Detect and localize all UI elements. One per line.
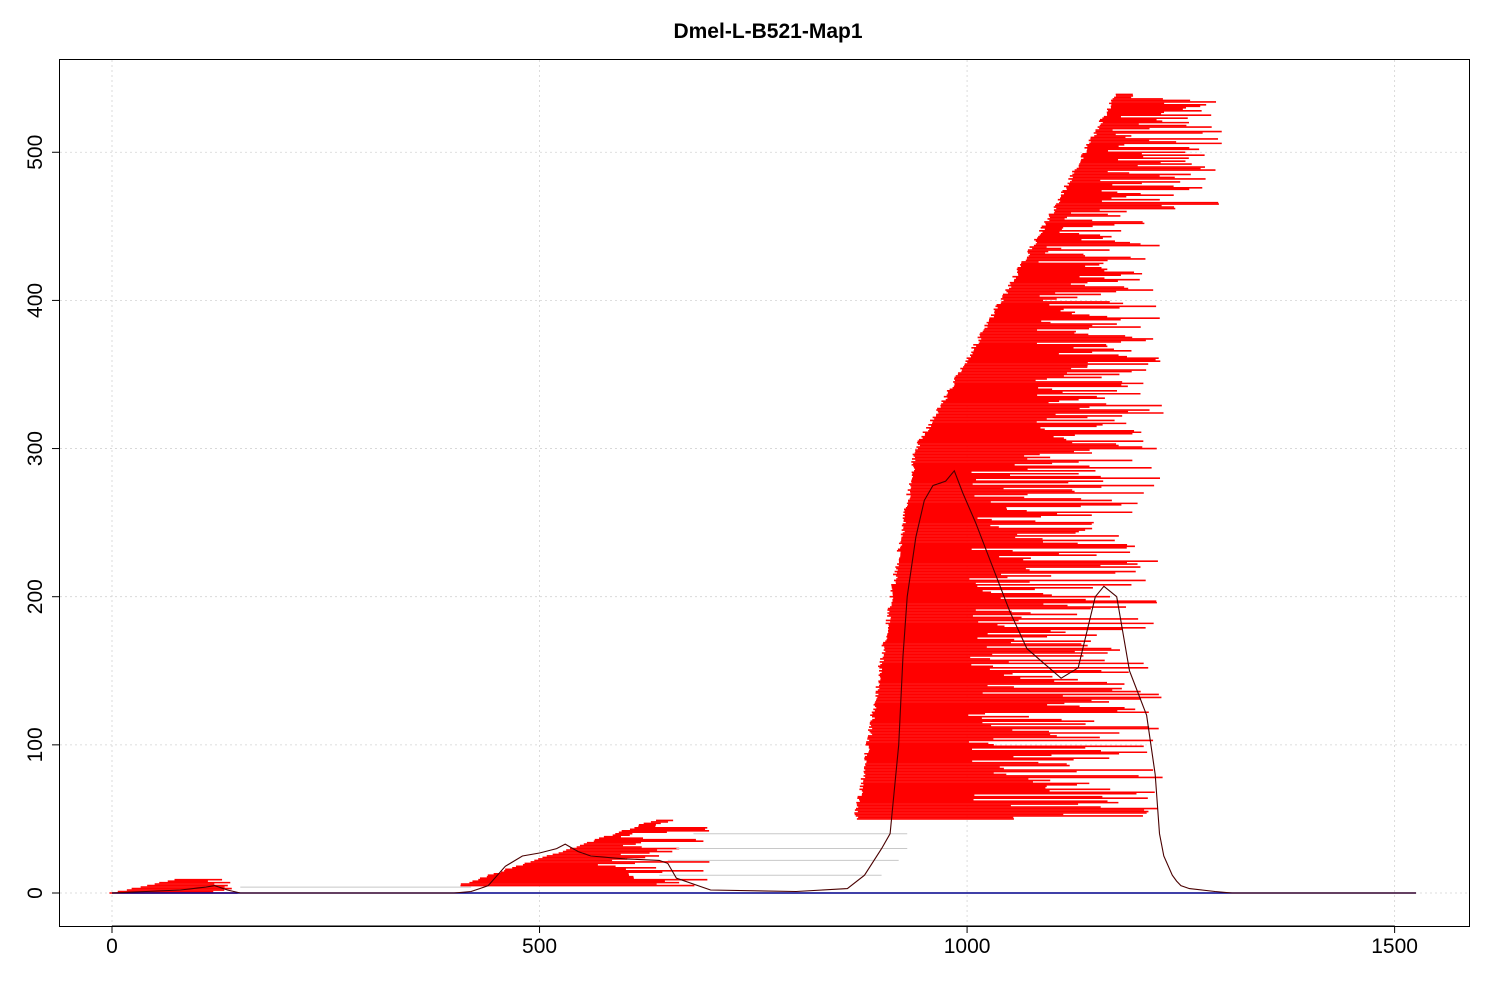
x-tick-label: 0: [106, 935, 118, 958]
axes: [59, 59, 1470, 927]
plot-frame: [59, 59, 1470, 927]
y-tick-label: 100: [24, 727, 47, 762]
x-tick-label: 500: [522, 935, 557, 958]
y-tick-label: 500: [24, 135, 47, 170]
y-axis: 0 100 200 300 400 500: [24, 135, 60, 899]
chart-title: Dmel-L-B521-Map1: [673, 20, 862, 43]
y-tick-label: 200: [24, 579, 47, 614]
x-tick-label: 1000: [944, 935, 991, 958]
y-tick-label: 0: [24, 887, 47, 899]
y-tick-label: 400: [24, 283, 47, 318]
x-axis: 0 500 1000 1500: [106, 925, 1418, 958]
coverage-series: [111, 469, 1416, 894]
grid: [60, 60, 1469, 926]
y-tick-label: 300: [24, 431, 47, 466]
gap-links: [240, 833, 908, 888]
x-tick-label: 1500: [1371, 935, 1418, 958]
read-segments: [109, 93, 1222, 894]
coverage-line: [111, 469, 1416, 894]
